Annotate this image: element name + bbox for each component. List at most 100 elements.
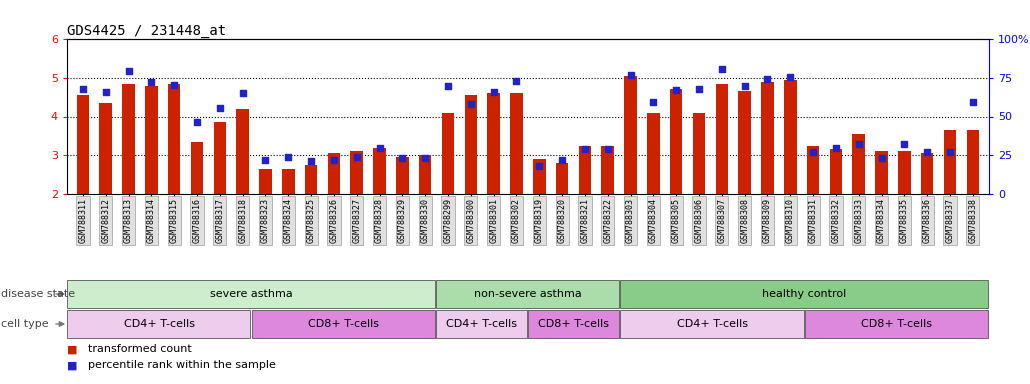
Text: CD8+ T-cells: CD8+ T-cells — [539, 319, 610, 329]
Bar — [67, 310, 250, 338]
Bar — [260, 169, 272, 194]
Text: cell type: cell type — [1, 319, 48, 329]
Bar — [739, 91, 751, 194]
Text: severe asthma: severe asthma — [210, 289, 293, 299]
Bar — [282, 169, 295, 194]
Point — [645, 99, 661, 105]
Text: CD4+ T-cells: CD4+ T-cells — [124, 319, 195, 329]
Bar — [350, 151, 363, 194]
Point — [143, 79, 160, 86]
Text: non-severe asthma: non-severe asthma — [474, 289, 582, 299]
Point — [759, 75, 776, 81]
Bar — [647, 113, 659, 194]
Text: ■: ■ — [67, 360, 77, 370]
Point — [531, 163, 548, 169]
Point — [896, 141, 913, 147]
Point — [622, 71, 639, 78]
Text: GDS4425 / 231448_at: GDS4425 / 231448_at — [67, 24, 226, 38]
Bar — [251, 310, 435, 338]
Bar — [528, 310, 619, 338]
Bar — [436, 280, 619, 308]
Point — [714, 66, 730, 72]
Bar — [442, 113, 454, 194]
Point — [485, 89, 502, 96]
Point — [98, 89, 114, 96]
Point — [851, 141, 867, 147]
Bar — [921, 153, 933, 194]
Point — [462, 101, 479, 107]
Point — [75, 86, 92, 93]
Bar — [373, 147, 386, 194]
Text: healthy control: healthy control — [762, 289, 847, 299]
Bar — [829, 149, 843, 194]
Bar — [804, 310, 988, 338]
Point — [394, 155, 411, 161]
Point — [325, 157, 342, 163]
Bar — [579, 146, 591, 194]
Text: CD8+ T-cells: CD8+ T-cells — [861, 319, 932, 329]
Point — [121, 68, 137, 74]
Bar — [620, 280, 988, 308]
Point — [873, 155, 890, 161]
Point — [599, 146, 616, 152]
Point — [736, 83, 753, 89]
Text: ■: ■ — [67, 344, 77, 354]
Bar — [328, 153, 340, 194]
Point — [235, 90, 251, 96]
Text: percentile rank within the sample: percentile rank within the sample — [88, 360, 275, 370]
Bar — [436, 310, 527, 338]
Bar — [67, 280, 435, 308]
Text: transformed count: transformed count — [88, 344, 192, 354]
Text: CD4+ T-cells: CD4+ T-cells — [677, 319, 748, 329]
Point — [258, 157, 274, 163]
Bar — [76, 95, 90, 194]
Point — [804, 149, 821, 155]
Point — [348, 154, 365, 160]
Point — [782, 74, 798, 80]
Bar — [100, 103, 112, 194]
Bar — [670, 89, 683, 194]
Bar — [168, 84, 180, 194]
Bar — [943, 130, 956, 194]
Bar — [191, 142, 203, 194]
Bar — [693, 113, 706, 194]
Bar — [556, 163, 569, 194]
Point — [166, 82, 182, 88]
Point — [919, 149, 935, 155]
Bar — [602, 146, 614, 194]
Point — [964, 99, 981, 105]
Bar — [853, 134, 865, 194]
Point — [440, 83, 456, 89]
Bar — [510, 93, 523, 194]
Point — [372, 144, 388, 151]
Text: CD4+ T-cells: CD4+ T-cells — [446, 319, 517, 329]
Point — [577, 146, 593, 152]
Point — [188, 119, 205, 126]
Bar — [465, 95, 477, 194]
Point — [941, 149, 958, 155]
Point — [828, 145, 845, 151]
Point — [280, 154, 297, 160]
Bar — [620, 310, 803, 338]
Point — [554, 157, 571, 163]
Point — [667, 87, 684, 93]
Bar — [761, 82, 774, 194]
Bar — [487, 93, 500, 194]
Point — [691, 86, 708, 93]
Point — [211, 105, 228, 111]
Bar — [716, 84, 728, 194]
Point — [417, 155, 434, 161]
Bar — [145, 86, 158, 194]
Bar — [213, 122, 227, 194]
Point — [508, 78, 524, 84]
Bar — [123, 84, 135, 194]
Bar — [876, 151, 888, 194]
Text: CD8+ T-cells: CD8+ T-cells — [308, 319, 379, 329]
Bar — [784, 80, 796, 194]
Bar — [898, 151, 911, 194]
Bar — [533, 159, 546, 194]
Bar — [419, 155, 432, 194]
Bar — [624, 76, 637, 194]
Bar — [305, 165, 317, 194]
Bar — [966, 130, 980, 194]
